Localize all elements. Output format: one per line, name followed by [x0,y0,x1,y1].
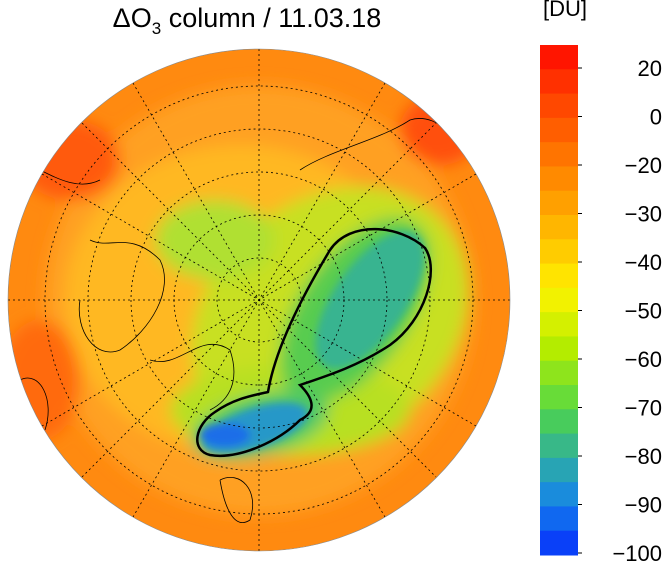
colorbar-swatch [540,385,578,410]
colorbar: 20 0 −20 −30 −40 −50 −60 −70 −80 −90 −100 [540,45,662,566]
colorbar-swatch [540,433,578,459]
colorbar-swatch [540,457,578,483]
colorbar-tick-label: 0 [650,105,662,130]
colorbar-tick-label: −100 [612,541,662,565]
colorbar-swatch [540,215,578,240]
colorbar-swatch [540,409,578,435]
colorbar-tick-label: 20 [638,56,662,81]
colorbar-swatch [540,190,578,216]
title: ΔO3 column / 11.03.18 [113,3,382,38]
colorbar-swatch [540,69,578,95]
ozone-map [8,49,510,551]
colorbar-unit: [DU] [543,0,587,21]
colorbar-tick-label: −60 [625,347,662,372]
colorbar-swatch [540,142,578,167]
colorbar-swatch [540,336,578,362]
colorbar-swatch [540,287,578,313]
colorbar-tick-label: −30 [625,202,662,227]
colorbar-swatch [540,166,578,192]
colorbar-tick-label: −40 [625,250,662,275]
colorbar-swatch [540,93,578,119]
colorbar-swatch [540,530,578,556]
colorbar-swatch [540,263,578,289]
colorbar-swatch [540,506,578,532]
colorbar-swatch [540,239,578,265]
colorbar-swatch [540,482,578,507]
colorbar-tick-label: −50 [625,299,662,324]
colorbar-swatch [540,360,578,386]
colorbar-tick-label: −70 [625,396,662,421]
colorbar-swatch [540,312,578,337]
colorbar-swatch [540,45,578,70]
colorbar-tick-label: −90 [625,493,662,518]
colorbar-swatch [540,117,578,143]
colorbar-tick-label: −20 [625,153,662,178]
colorbar-tick-label: −80 [625,444,662,469]
